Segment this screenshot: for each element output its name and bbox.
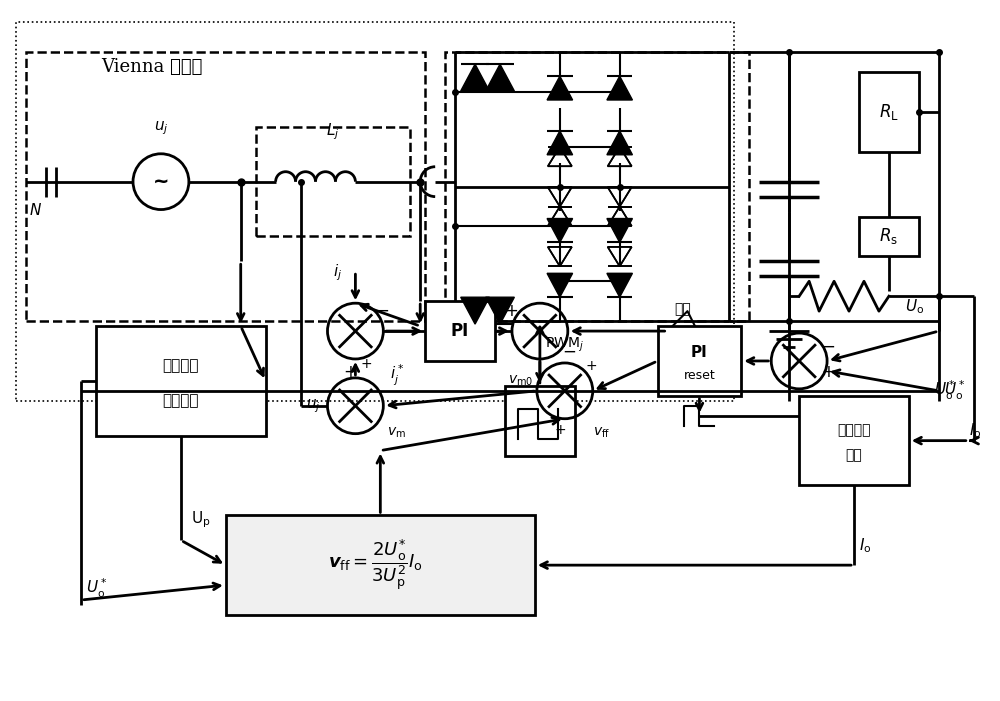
Text: $U_\mathrm{o}^*$: $U_\mathrm{o}^*$ bbox=[934, 379, 955, 402]
Text: $+$: $+$ bbox=[504, 302, 518, 320]
Text: PI: PI bbox=[451, 322, 469, 340]
Polygon shape bbox=[486, 297, 514, 324]
Text: 负载跳变: 负载跳变 bbox=[837, 423, 871, 437]
Text: 载波: 载波 bbox=[675, 302, 691, 316]
Text: $v_\mathrm{ff}$: $v_\mathrm{ff}$ bbox=[593, 426, 610, 440]
Polygon shape bbox=[547, 219, 573, 243]
Text: $U_\mathrm{o}^*$: $U_\mathrm{o}^*$ bbox=[86, 577, 108, 600]
Text: $v_\mathrm{m}$: $v_\mathrm{m}$ bbox=[387, 426, 406, 440]
Polygon shape bbox=[486, 64, 514, 91]
Text: 检测: 检测 bbox=[846, 449, 862, 463]
Text: PI: PI bbox=[691, 346, 708, 360]
Bar bbox=[256, 127, 410, 236]
Polygon shape bbox=[607, 219, 632, 243]
Bar bbox=[799, 396, 909, 486]
Bar bbox=[16, 22, 734, 401]
Bar bbox=[505, 386, 575, 456]
Polygon shape bbox=[547, 76, 573, 100]
Bar bbox=[26, 52, 425, 321]
Text: $-$: $-$ bbox=[821, 337, 835, 355]
Bar bbox=[445, 52, 749, 321]
Text: $-$: $-$ bbox=[562, 342, 576, 360]
Bar bbox=[859, 217, 919, 257]
Text: $R_\mathrm{L}$: $R_\mathrm{L}$ bbox=[879, 102, 899, 122]
Text: $+$: $+$ bbox=[585, 359, 597, 373]
Text: $+$: $+$ bbox=[343, 363, 357, 381]
Text: $u_j$: $u_j$ bbox=[306, 397, 320, 414]
Text: $U_\mathrm{o}$: $U_\mathrm{o}$ bbox=[905, 297, 924, 316]
Text: $i_j^*$: $i_j^*$ bbox=[390, 363, 405, 388]
Text: $-$: $-$ bbox=[375, 300, 390, 318]
Text: $\mathrm{U_p}$: $\mathrm{U_p}$ bbox=[191, 510, 210, 530]
Text: $I_\mathrm{o}$: $I_\mathrm{o}$ bbox=[859, 536, 871, 555]
Bar bbox=[658, 326, 741, 396]
Text: $+$: $+$ bbox=[554, 423, 566, 437]
Bar bbox=[96, 326, 266, 435]
Bar bbox=[425, 301, 495, 361]
Polygon shape bbox=[461, 64, 489, 91]
Text: $+$: $+$ bbox=[821, 363, 835, 381]
Polygon shape bbox=[547, 131, 573, 155]
Text: Vienna 整流器: Vienna 整流器 bbox=[101, 58, 202, 76]
Text: $u_j$: $u_j$ bbox=[154, 119, 168, 137]
Text: $R_\mathrm{s}$: $R_\mathrm{s}$ bbox=[879, 226, 898, 247]
Polygon shape bbox=[607, 131, 632, 155]
Text: $L_j$: $L_j$ bbox=[326, 121, 339, 142]
Text: $I_\mathrm{o}$: $I_\mathrm{o}$ bbox=[969, 421, 981, 440]
Text: $N$: $N$ bbox=[29, 202, 42, 217]
Text: $\boldsymbol{v}_{\mathrm{ff}}=\dfrac{2U_{\mathrm{o}}^{*}}{3U_{\mathrm{p}}^{2}}I_: $\boldsymbol{v}_{\mathrm{ff}}=\dfrac{2U_… bbox=[328, 538, 423, 592]
Text: ~: ~ bbox=[153, 172, 169, 191]
Polygon shape bbox=[547, 273, 573, 297]
Text: $i_j$: $i_j$ bbox=[333, 263, 342, 283]
Text: $U_\mathrm{o}^*$: $U_\mathrm{o}^*$ bbox=[944, 379, 965, 402]
Bar bbox=[226, 515, 535, 615]
Text: PWM$_j$: PWM$_j$ bbox=[545, 336, 584, 355]
Polygon shape bbox=[607, 76, 632, 100]
Text: $+$: $+$ bbox=[360, 357, 373, 371]
Text: 采样算法: 采样算法 bbox=[163, 393, 199, 408]
Polygon shape bbox=[461, 297, 489, 324]
Text: reset: reset bbox=[684, 369, 715, 383]
Bar bbox=[859, 72, 919, 152]
Text: $v_\mathrm{m0}$: $v_\mathrm{m0}$ bbox=[508, 374, 533, 388]
Polygon shape bbox=[607, 273, 632, 297]
Text: 峰値电压: 峰値电压 bbox=[163, 358, 199, 374]
